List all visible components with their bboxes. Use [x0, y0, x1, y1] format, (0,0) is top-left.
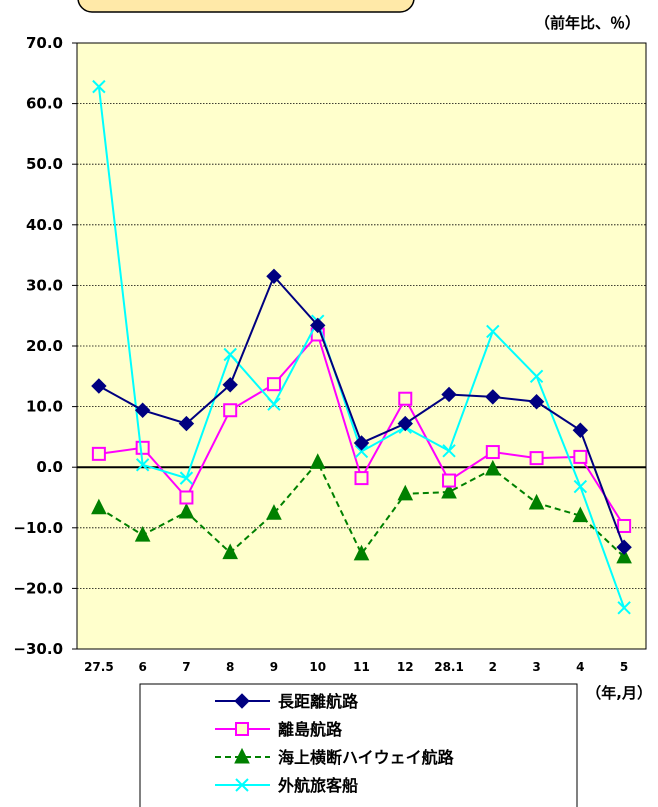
x-tick-label: 11	[353, 660, 370, 674]
data-point	[573, 449, 588, 464]
data-point	[266, 268, 282, 285]
data-point	[529, 369, 544, 384]
data-point	[222, 543, 239, 560]
legend-marker	[234, 693, 250, 709]
data-point	[442, 473, 457, 488]
legend-item: 外航旅客船	[215, 776, 358, 795]
data-point	[135, 458, 150, 472]
y-tick-label: 30.0	[26, 276, 63, 294]
legend-item: 長距離航路	[215, 692, 359, 711]
series-2	[91, 453, 632, 564]
data-point	[309, 453, 326, 469]
data-point	[484, 459, 501, 476]
y-axis-ticks: 70.0 60.0 50.0 40.0 30.0 20.0 10.0 0.0 −10.0 −20.…	[13, 34, 77, 658]
x-tick-label: 2	[489, 660, 497, 674]
data-point	[310, 317, 326, 334]
y-tick-label: −10.0	[13, 519, 63, 537]
data-point	[266, 504, 282, 520]
data-point	[485, 445, 500, 460]
data-point	[91, 446, 106, 461]
data-point	[617, 601, 631, 615]
data-point	[442, 444, 456, 458]
data-point	[91, 498, 107, 515]
data-point	[397, 484, 414, 501]
data-point	[179, 490, 194, 505]
data-point	[397, 415, 413, 432]
x-tick-label: 9	[270, 660, 278, 674]
data-point	[178, 415, 195, 432]
y-tick-label: 0.0	[36, 458, 63, 476]
data-point	[223, 347, 237, 362]
y-tick-label: 50.0	[26, 155, 63, 173]
data-point	[398, 391, 413, 406]
data-point	[353, 435, 370, 451]
data-point	[91, 378, 107, 394]
data-point	[267, 397, 281, 411]
y-tick-label: 40.0	[26, 216, 63, 234]
data-point	[572, 506, 589, 523]
x-tick-label: 6	[138, 660, 146, 674]
data-point	[134, 402, 151, 418]
legend-label: 長距離航路	[278, 692, 359, 711]
data-point	[266, 377, 281, 392]
data-point	[178, 502, 195, 519]
x-tick-label: 27.5	[84, 660, 114, 674]
x-tick-label: 10	[309, 660, 326, 674]
data-point	[92, 79, 106, 94]
x-tick-label: 8	[226, 660, 234, 674]
x-tick-label: 12	[397, 660, 414, 674]
data-point	[529, 451, 544, 466]
legend-label: 外航旅客船	[277, 776, 358, 795]
data-point	[354, 444, 369, 459]
data-point	[134, 525, 151, 542]
legend-item: 海上横断ハイウェイ航路	[215, 747, 455, 767]
data-point	[441, 386, 457, 403]
x-tick-label: 4	[576, 660, 584, 674]
data-point	[617, 518, 632, 533]
x-axis-ticks: 27.5 6 7 8 9 10 11 12 28.1 2 3 4 5	[84, 660, 628, 674]
data-point	[353, 544, 370, 561]
data-point	[573, 479, 588, 494]
data-point	[179, 471, 194, 485]
legend-item: 離島航路	[215, 720, 343, 739]
x-unit-label: （年,月）	[586, 684, 652, 702]
data-point	[485, 389, 501, 405]
data-point	[528, 493, 545, 510]
legend-label: 海上横断ハイウェイ航路	[278, 748, 455, 767]
x-tick-label: 5	[620, 660, 628, 674]
series-0	[91, 268, 632, 555]
data-point	[616, 539, 632, 555]
x-tick-label: 3	[532, 660, 540, 674]
x-tick-label: 28.1	[434, 660, 464, 674]
legend-box	[139, 683, 578, 807]
data-point	[354, 471, 369, 486]
data-point	[486, 324, 500, 339]
y-tick-label: 10.0	[26, 398, 63, 416]
y-tick-label: 70.0	[26, 34, 63, 52]
title-box	[77, 0, 415, 13]
data-point	[528, 394, 545, 410]
data-point	[616, 547, 632, 564]
data-point	[441, 482, 457, 499]
data-point	[223, 403, 238, 418]
data-point	[135, 440, 150, 455]
grid-lines	[77, 103, 646, 589]
data-point	[222, 377, 238, 393]
legend-marker	[235, 778, 249, 792]
data-point	[572, 422, 589, 438]
series-layer	[91, 79, 632, 615]
y-unit-label: （前年比、％）	[535, 14, 640, 32]
legend-label: 離島航路	[278, 720, 343, 739]
y-tick-label: −20.0	[13, 579, 63, 597]
legend-marker	[235, 722, 249, 736]
y-tick-label: −30.0	[13, 640, 63, 658]
x-tick-label: 7	[182, 660, 190, 674]
y-tick-label: 20.0	[26, 337, 63, 355]
series-1	[91, 327, 632, 533]
legend-marker	[234, 747, 250, 764]
series-3	[92, 79, 631, 615]
y-tick-label: 60.0	[26, 95, 63, 113]
